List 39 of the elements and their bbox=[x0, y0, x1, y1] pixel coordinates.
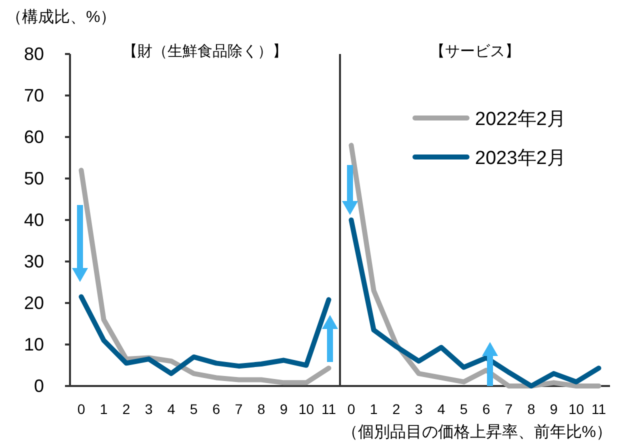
y-tick-label: 70 bbox=[24, 86, 44, 106]
x-tick-label: 6 bbox=[212, 401, 220, 417]
x-tick-label: 2 bbox=[122, 401, 130, 417]
x-tick-label: 4 bbox=[167, 401, 176, 417]
x-tick-label: 1 bbox=[100, 401, 108, 417]
y-tick-label: 10 bbox=[24, 334, 44, 354]
x-tick-label: 8 bbox=[257, 401, 266, 417]
x-tick-label: 6 bbox=[482, 401, 490, 417]
legend-label: 2022年2月 bbox=[475, 109, 566, 130]
x-tick-label: 8 bbox=[527, 401, 536, 417]
y-tick-label: 0 bbox=[34, 376, 44, 396]
x-tick-label: 4 bbox=[437, 401, 446, 417]
x-tick-label: 9 bbox=[280, 401, 288, 417]
x-tick-label: 5 bbox=[190, 401, 198, 417]
x-tick-label: 7 bbox=[234, 401, 243, 417]
y-tick-label: 50 bbox=[24, 168, 44, 188]
x-tick-label: 0 bbox=[347, 401, 356, 417]
x-tick-label: 11 bbox=[321, 401, 336, 417]
x-tick-label: 11 bbox=[591, 401, 606, 417]
y-tick-label: 80 bbox=[24, 44, 44, 64]
x-tick-label: 10 bbox=[298, 401, 314, 417]
y-tick-label: 30 bbox=[24, 252, 44, 272]
x-tick-label: 9 bbox=[550, 401, 558, 417]
y-axis-title: （構成比、%） bbox=[6, 8, 116, 26]
x-tick-label: 1 bbox=[370, 401, 378, 417]
x-tick-label: 0 bbox=[77, 401, 86, 417]
x-tick-label: 2 bbox=[392, 401, 400, 417]
legend-label: 2023年2月 bbox=[475, 148, 566, 169]
x-tick-label: 5 bbox=[460, 401, 468, 417]
chart-title: 【財（生鮮食品除く）】 bbox=[122, 43, 288, 60]
y-tick-label: 20 bbox=[24, 293, 44, 313]
x-tick-label: 3 bbox=[144, 401, 153, 417]
x-axis-title: （個別品目の価格上昇率、前年比%） bbox=[342, 423, 612, 441]
x-tick-label: 3 bbox=[414, 401, 423, 417]
x-tick-label: 7 bbox=[504, 401, 513, 417]
chart-title: 【サービス】 bbox=[430, 43, 520, 60]
x-tick-label: 10 bbox=[568, 401, 584, 417]
y-tick-label: 40 bbox=[24, 210, 44, 230]
y-tick-label: 60 bbox=[24, 127, 44, 147]
